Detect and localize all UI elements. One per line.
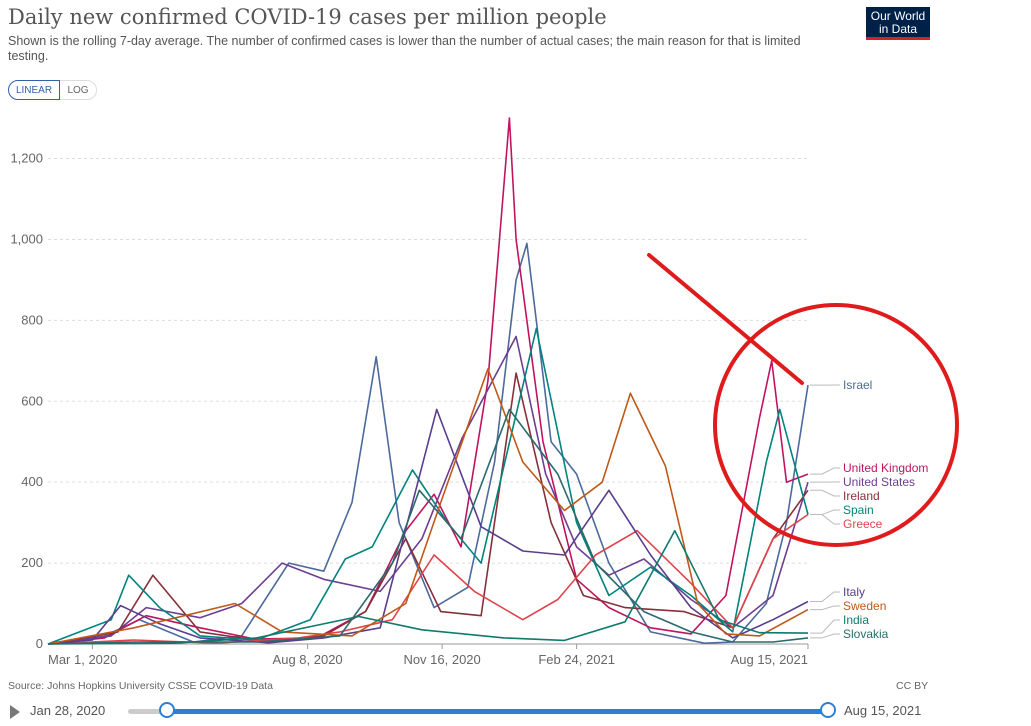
series-line-india [47, 529, 809, 645]
series-label-spain: Spain [843, 503, 874, 517]
license-link[interactable]: CC BY [896, 680, 929, 692]
x-tick-label: Aug 15, 2021 [731, 652, 808, 667]
timeline-track-background [128, 709, 168, 714]
series-line-united-kingdom [47, 117, 809, 645]
series-label-connector [810, 509, 840, 516]
series-label-connector [810, 605, 840, 611]
owid-logo[interactable]: Our World in Data [866, 7, 930, 40]
series-label-connector [810, 489, 840, 497]
x-tick-label: Nov 16, 2020 [403, 652, 480, 667]
series-line-sweden [47, 368, 809, 645]
chart-subtitle: Shown is the rolling 7-day average. The … [8, 34, 801, 63]
timeline-start-handle[interactable] [159, 702, 175, 718]
y-tick-label: 1,200 [10, 151, 43, 166]
annotation-circle [713, 303, 959, 547]
y-tick-label: 600 [21, 393, 43, 408]
x-tick-label: Aug 8, 2020 [273, 652, 343, 667]
series-label-india: India [843, 613, 869, 627]
series-line-ireland [47, 372, 809, 645]
timeline-track[interactable] [168, 709, 828, 714]
series-label-slovakia: Slovakia [843, 627, 889, 641]
timeline-start-label: Jan 28, 2020 [30, 703, 106, 718]
y-tick-label: 1,000 [10, 231, 43, 246]
series-line-slovakia [47, 408, 809, 645]
series-label-greece: Greece [843, 517, 883, 531]
chart-title: Daily new confirmed COVID-19 cases per m… [8, 5, 607, 29]
y-tick-label: 200 [21, 555, 43, 570]
series-line-italy [47, 408, 809, 645]
series-label-united-kingdom: United Kingdom [843, 461, 928, 475]
series-label-connector [810, 591, 840, 603]
annotation-arrow-line [647, 253, 804, 385]
series-label-israel: Israel [843, 378, 872, 392]
logo-bar [866, 37, 930, 40]
y-tick-label: 800 [21, 312, 43, 327]
y-tick-label: 400 [21, 474, 43, 489]
source-note: Source: Johns Hopkins University CSSE CO… [8, 680, 273, 692]
series-label-ireland: Ireland [843, 489, 880, 503]
timeline-end-label: Aug 15, 2021 [844, 703, 922, 718]
x-tick-label: Feb 24, 2021 [538, 652, 615, 667]
logo-line-2: in Data [878, 22, 918, 36]
series-line-spain [47, 327, 809, 645]
x-tick-label: Mar 1, 2020 [48, 652, 117, 667]
series-label-italy: Italy [843, 585, 865, 599]
series-label-connector [810, 467, 840, 475]
series-label-connector [810, 514, 840, 525]
series-label-sweden: Sweden [843, 599, 886, 613]
series-label-connector [810, 619, 840, 634]
logo-line-1: Our World [870, 9, 926, 23]
y-tick-label: 0 [36, 636, 43, 651]
series-label-connector [810, 633, 840, 639]
series-label-united-states: United States [843, 475, 915, 489]
series-line-united-states [47, 335, 809, 645]
play-icon[interactable] [10, 705, 20, 719]
linear-scale-button[interactable]: LINEAR [8, 80, 60, 100]
timeline-end-handle[interactable] [820, 702, 836, 718]
